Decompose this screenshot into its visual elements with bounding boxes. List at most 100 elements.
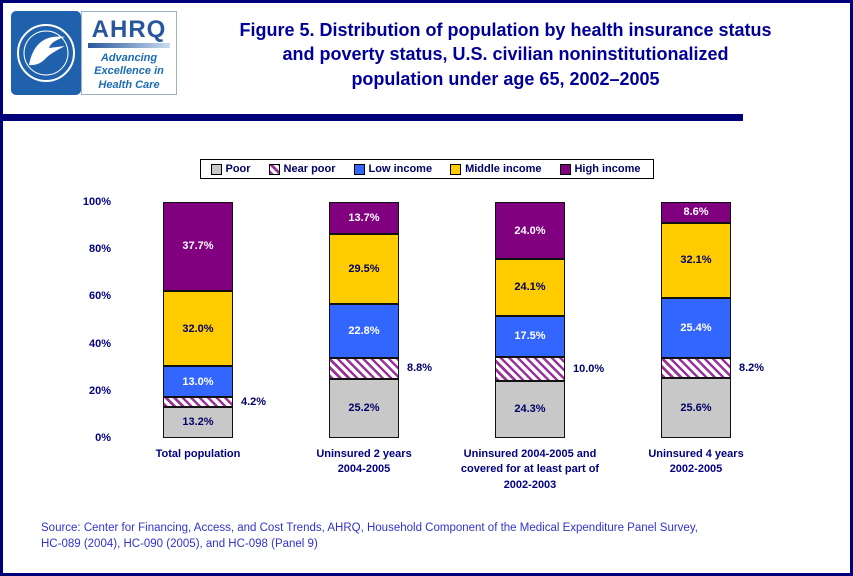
stacked-bar: 25.2% 8.8% 22.8% 29.5% 13.7%: [329, 202, 432, 438]
value-label: 13.2%: [182, 416, 214, 429]
source-line: HC-089 (2004), HC-090 (2005), and HC-098…: [41, 538, 318, 551]
figure-title-line: population under age 65, 2002–2005: [351, 68, 660, 89]
bar-segment-high-income: 37.7%: [163, 201, 233, 291]
category-axis: Total population Uninsured 2 years 2004-20…: [115, 447, 779, 493]
bar-column: 25.6% 8.2% 25.4% 32.1% 8.6%: [613, 202, 779, 438]
bar-segment-poor: 25.6%: [661, 377, 731, 438]
value-label: 32.1%: [680, 254, 712, 267]
bar-segment-middle-income: 24.1%: [495, 258, 565, 316]
legend-label: Near poor: [283, 163, 336, 175]
category-label-line: Uninsured 2004-2005 and: [463, 448, 597, 460]
ahrq-tagline-line: Advancing: [100, 52, 158, 65]
bar-segment-high-income: 8.6%: [661, 202, 731, 223]
legend-swatch: [450, 163, 462, 175]
category-label-line: Total population: [155, 448, 241, 460]
y-tick-label: 0%: [95, 432, 111, 444]
value-label: 37.7%: [182, 240, 214, 253]
legend-item-near-poor: Near poor: [265, 162, 350, 176]
bar-column: 24.3% 10.0% 17.5% 24.1% 24.0%: [447, 202, 613, 438]
legend-item-high-income: High income: [555, 162, 646, 176]
value-label: 25.4%: [680, 322, 712, 335]
bar-segment-low-income: 13.0%: [163, 366, 233, 397]
ahrq-tagline-line: Excellence in: [94, 65, 164, 78]
bar-segment-low-income: 17.5%: [495, 315, 565, 358]
bar-segment-poor: 13.2%: [163, 406, 233, 438]
ahrq-tagline-line: Health Care: [98, 78, 160, 91]
bar-segment-near-poor: 8.2%: [661, 358, 764, 378]
value-label: 17.5%: [514, 330, 546, 343]
value-label: 32.0%: [182, 322, 214, 335]
bar-column: 13.2% 4.2% 13.0% 32.0% 37.7%: [115, 201, 281, 438]
category-label-line: 2004-2005: [337, 463, 391, 476]
value-label: 29.5%: [348, 263, 380, 276]
ahrq-logo: AHRQ Advancing Excellence in Health Care: [81, 11, 177, 95]
value-label: 24.1%: [514, 281, 546, 294]
legend-label: High income: [574, 163, 641, 175]
stacked-bar: 13.2% 4.2% 13.0% 32.0% 37.7%: [163, 201, 266, 438]
category-label: Uninsured 2004-2005 and covered for at le…: [447, 447, 613, 493]
figure-title-line: Figure 5. Distribution of population by …: [239, 20, 772, 40]
y-tick-label: 20%: [88, 384, 111, 397]
category-label-line: Uninsured 4 years: [648, 448, 744, 460]
y-tick-label: 80%: [88, 243, 111, 256]
bar-segment-near-poor: 4.2%: [163, 396, 266, 408]
stacked-bar: 25.6% 8.2% 25.4% 32.1% 8.6%: [661, 202, 764, 438]
hhs-logo-icon: [11, 11, 81, 95]
value-label: 24.0%: [514, 224, 546, 237]
value-label: 4.2%: [241, 395, 267, 408]
legend-label: Middle income: [465, 163, 542, 175]
legend-swatch: [559, 163, 571, 175]
legend-item-low-income: Low income: [350, 162, 447, 176]
legend-label: Low income: [368, 163, 433, 175]
category-label-line: covered for at least part of: [460, 463, 600, 476]
bar-segment-low-income: 22.8%: [329, 303, 399, 358]
y-tick-label: 60%: [88, 290, 111, 303]
value-label: 13.0%: [182, 375, 214, 388]
bar-segment-poor: 25.2%: [329, 378, 399, 438]
bar-segment-near-poor: 8.8%: [329, 357, 432, 379]
category-label-line: 2002-2003: [503, 478, 557, 491]
bar-segment-middle-income: 32.0%: [163, 290, 233, 367]
source-note: Source: Center for Financing, Access, an…: [41, 520, 820, 552]
source-line: Source: Center for Financing, Access, an…: [41, 522, 698, 534]
category-label-line: Uninsured 2 years: [316, 448, 412, 460]
bar-segment-near-poor: 10.0%: [495, 357, 604, 381]
bar-segment-middle-income: 29.5%: [329, 234, 399, 304]
bar-segment-high-income: 13.7%: [329, 202, 399, 235]
bar-segment-low-income: 25.4%: [661, 298, 731, 359]
value-label: 8.2%: [739, 361, 765, 374]
ahrq-logo-text: AHRQ: [91, 16, 167, 43]
legend-swatch: [353, 163, 365, 175]
stacked-bar: 24.3% 10.0% 17.5% 24.1% 24.0%: [495, 202, 604, 438]
figure-title: Figure 5. Distribution of population by …: [183, 18, 828, 91]
bar-segment-poor: 24.3%: [495, 380, 565, 438]
legend-item-poor: Poor: [206, 162, 264, 176]
bar-column: 25.2% 8.8% 22.8% 29.5% 13.7%: [281, 202, 447, 438]
value-label: 8.8%: [407, 362, 433, 375]
legend-swatch: [210, 163, 222, 175]
bar-segment-middle-income: 32.1%: [661, 222, 731, 299]
value-label: 13.7%: [348, 212, 380, 225]
value-label: 25.2%: [348, 402, 380, 415]
y-tick-label: 40%: [88, 337, 111, 350]
legend-item-middle-income: Middle income: [446, 162, 555, 176]
legend-label: Poor: [225, 163, 251, 175]
logo-group: AHRQ Advancing Excellence in Health Care: [11, 11, 177, 95]
value-label: 24.3%: [514, 403, 546, 416]
legend-swatch: [268, 163, 280, 175]
category-label: Uninsured 4 years 2002-2005: [613, 447, 779, 493]
value-label: 22.8%: [348, 324, 380, 337]
header-divider: [3, 114, 743, 121]
y-axis: 0% 20% 40% 60% 80% 100%: [65, 196, 111, 444]
category-label: Uninsured 2 years 2004-2005: [281, 447, 447, 493]
value-label: 8.6%: [683, 206, 709, 219]
value-label: 25.6%: [680, 401, 712, 414]
bar-segment-high-income: 24.0%: [495, 202, 565, 259]
plot-area: 13.2% 4.2% 13.0% 32.0% 37.7% 25.2% 8.8% 22.8% 29…: [115, 201, 779, 438]
ahrq-tagline: Advancing Excellence in Health Care: [82, 52, 176, 92]
value-label: 10.0%: [573, 362, 605, 375]
chart-legend: Poor Near poor Low income Middle income High…: [199, 159, 654, 179]
figure-title-line: and poverty status, U.S. civilian nonins…: [282, 44, 729, 65]
category-label-line: 2002-2005: [669, 463, 723, 476]
